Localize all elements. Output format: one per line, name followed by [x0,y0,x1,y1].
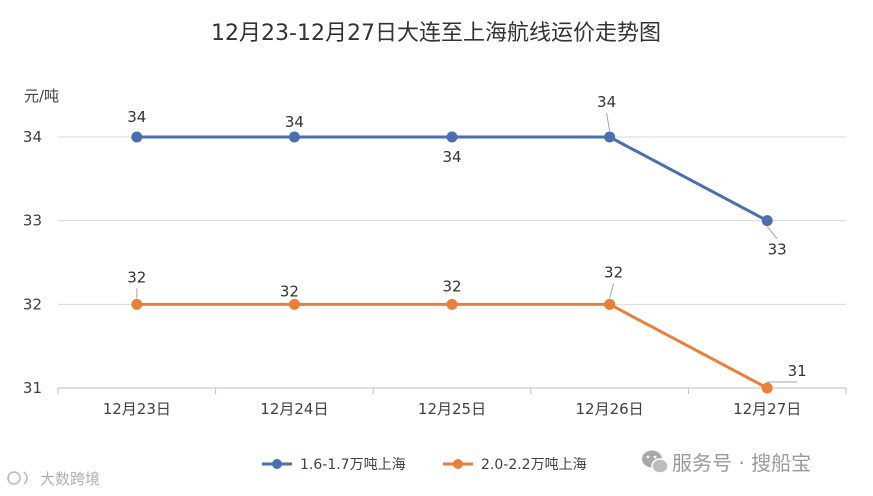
data-point [288,298,300,310]
x-tick-label: 12月27日 [733,400,801,418]
data-point [446,298,458,310]
data-label: 34 [285,113,304,131]
data-point [131,298,143,310]
data-label: 34 [597,93,616,111]
data-point [131,131,143,143]
label-leader-line [606,112,611,132]
chart-title: 12月23-12月27日大连至上海航线运价走势图 [211,21,661,46]
legend-label: 2.0-2.2万吨上海 [481,457,587,473]
series-line [136,302,768,390]
legend-swatch-marker [453,459,463,469]
gridlines [58,136,846,389]
data-point [604,131,616,143]
x-tick-label: 12月23日 [103,400,171,418]
legend: 1.6-1.7万吨上海 2.0-2.2万吨上海 [262,457,587,473]
legend-label: 1.6-1.7万吨上海 [300,457,406,473]
wechat-icon [642,450,669,474]
data-point [761,215,773,227]
watermark-text: 服务号 · 搜船宝 [672,451,811,475]
watermark-logo-icon [7,471,28,485]
x-tick-label: 12月25日 [418,400,486,418]
label-leader-line [766,226,778,239]
y-tick-label: 33 [23,212,42,230]
watermark-corner-text: 大数跨境 [40,470,100,488]
series-layer [131,131,773,394]
data-label: 34 [442,148,461,166]
y-tick-label: 34 [23,128,42,146]
data-label: 32 [127,268,146,286]
data-label: 32 [280,282,299,300]
label-leader-line [609,283,615,299]
data-point [761,382,773,394]
data-label: 32 [442,277,461,295]
data-point [446,131,458,143]
x-tick-label: 12月26日 [576,400,644,418]
data-label: 33 [768,241,787,259]
y-tick-label: 32 [23,295,42,313]
y-axis-unit: 元/吨 [24,87,59,105]
data-labels: 34 34 34 34 33 32 32 32 32 31 [127,93,807,383]
y-tick-label: 31 [23,379,42,397]
legend-swatch-marker [272,459,282,469]
data-point [288,131,300,143]
data-label: 34 [127,108,146,126]
axes: 31 32 33 34 12月23日 12月24日 12月25日 12月26日 12月27日 [23,128,847,418]
data-point [604,298,616,310]
watermark: 服务号 · 搜船宝 大数跨境 [7,450,811,488]
data-label: 31 [788,362,807,380]
data-label: 32 [604,263,623,281]
x-tick-label: 12月24日 [260,400,328,418]
